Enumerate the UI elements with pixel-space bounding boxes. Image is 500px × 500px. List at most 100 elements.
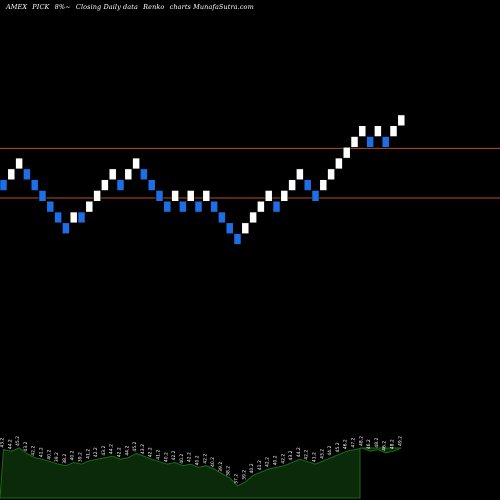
brick-value-label: 46.2 bbox=[382, 441, 388, 451]
renko-brick-down bbox=[116, 179, 125, 191]
renko-brick-up bbox=[186, 190, 195, 202]
renko-brick-up bbox=[241, 222, 250, 234]
brick-value-label: 44.2 bbox=[124, 446, 130, 456]
renko-brick-down bbox=[38, 190, 47, 202]
brick-value-label: 40.2 bbox=[70, 450, 76, 460]
renko-brick-down bbox=[311, 190, 320, 202]
brick-value-label: 42.2 bbox=[31, 446, 37, 456]
brick-value-label: 43.2 bbox=[101, 446, 107, 456]
renko-brick-up bbox=[69, 211, 78, 224]
brick-value-label: 43.2 bbox=[0, 437, 6, 447]
brick-value-label: 48.2 bbox=[390, 439, 396, 449]
brick-value-label: 41.2 bbox=[257, 460, 263, 470]
renko-brick-up bbox=[288, 179, 296, 191]
renko-bricks bbox=[0, 114, 406, 245]
renko-brick-up bbox=[389, 125, 398, 137]
renko-brick-up bbox=[249, 211, 257, 224]
renko-brick-down bbox=[194, 201, 203, 213]
renko-brick-down bbox=[218, 211, 226, 224]
renko-brick-up bbox=[132, 157, 140, 170]
brick-value-label: 44.2 bbox=[296, 447, 302, 457]
renko-brick-up bbox=[327, 168, 335, 180]
renko-brick-down bbox=[272, 201, 281, 213]
chart-title: AMEX PICK 8%~ Closing Daily data Renko c… bbox=[6, 3, 257, 11]
brick-value-label: 44.2 bbox=[7, 439, 13, 449]
brick-value-label: 43.2 bbox=[23, 441, 29, 451]
renko-brick-down bbox=[54, 211, 62, 224]
renko-brick-down bbox=[46, 201, 55, 213]
volume-area-path bbox=[0, 447, 402, 499]
reference-lines bbox=[0, 147, 500, 199]
title-type: Renko bbox=[143, 3, 165, 11]
renko-brick-up bbox=[257, 201, 265, 213]
renko-brick-up bbox=[171, 190, 179, 202]
renko-brick-up bbox=[374, 125, 382, 137]
renko-brick-up bbox=[335, 157, 343, 170]
renko-brick-up bbox=[350, 136, 359, 148]
brick-value-label: 37.2 bbox=[234, 474, 240, 484]
renko-brick-down bbox=[210, 201, 218, 213]
renko-brick-down bbox=[303, 179, 312, 191]
brick-value-label: 40.2 bbox=[195, 455, 201, 465]
renko-brick-down bbox=[140, 168, 148, 180]
renko-brick-up bbox=[397, 114, 406, 126]
renko-brick-up bbox=[202, 190, 211, 202]
brick-value-label: 40.2 bbox=[249, 463, 255, 473]
brick-value-label: 48.2 bbox=[358, 436, 364, 446]
brick-value-label: 44.2 bbox=[109, 444, 115, 454]
brick-value-label: 46.2 bbox=[343, 439, 349, 449]
brick-value-label: 47.2 bbox=[351, 437, 357, 447]
renko-brick-down bbox=[147, 179, 156, 191]
renko-brick-down bbox=[366, 136, 374, 148]
brick-value-label: 38.2 bbox=[62, 454, 68, 464]
brick-value-label: 49.2 bbox=[397, 436, 403, 446]
renko-brick-down bbox=[30, 179, 39, 191]
brick-value-label: 42.2 bbox=[171, 450, 177, 460]
brick-value-label: 42.2 bbox=[117, 447, 123, 457]
brick-value-label: 38.2 bbox=[226, 466, 232, 476]
brick-value-label: 42.2 bbox=[202, 454, 208, 464]
brick-value-label: 43.2 bbox=[140, 444, 146, 454]
brick-value-label: 45.2 bbox=[132, 441, 138, 451]
renko-brick-down bbox=[0, 179, 8, 191]
renko-brick-up bbox=[7, 168, 16, 180]
brick-value-label: 45.2 bbox=[15, 436, 21, 446]
brick-value-label: 43.2 bbox=[288, 450, 294, 460]
brick-value-label: 44.2 bbox=[327, 446, 333, 456]
brick-value-label: 42.2 bbox=[265, 457, 271, 467]
brick-value-label: 39.2 bbox=[218, 462, 224, 472]
title-source: charts MunafaSutra.com bbox=[169, 3, 254, 11]
renko-brick-up bbox=[93, 190, 101, 202]
brick-value-label: 42.2 bbox=[280, 454, 286, 464]
brick-value-label: 41.2 bbox=[156, 450, 162, 460]
renko-brick-down bbox=[163, 201, 172, 213]
title-data: Closing Daily data bbox=[75, 3, 138, 11]
brick-value-label: 48.2 bbox=[374, 437, 380, 447]
title-exchange: AMEX bbox=[6, 3, 28, 11]
brick-value-label: 41.2 bbox=[39, 447, 45, 457]
renko-brick-down bbox=[155, 190, 164, 202]
renko-brick-up bbox=[342, 147, 351, 159]
brick-value-label: 40.2 bbox=[273, 455, 279, 465]
brick-value-label: 42.2 bbox=[187, 452, 193, 462]
title-symbol: PICK bbox=[32, 3, 50, 11]
volume-area bbox=[0, 447, 402, 499]
brick-value-label: 42.2 bbox=[93, 447, 99, 457]
renko-brick-down bbox=[62, 222, 70, 234]
brick-value-label: 43.2 bbox=[319, 449, 325, 459]
renko-brick-up bbox=[264, 190, 273, 202]
brick-value-label: 39.2 bbox=[78, 452, 84, 462]
brick-value-label: 45.2 bbox=[335, 442, 341, 452]
renko-brick-up bbox=[108, 168, 117, 180]
brick-value-label: 42.2 bbox=[304, 450, 310, 460]
brick-value-label: 42.2 bbox=[148, 447, 154, 457]
renko-brick-down bbox=[233, 233, 242, 245]
renko-brick-up bbox=[358, 125, 367, 137]
renko-brick-down bbox=[77, 211, 86, 224]
brick-value-label: 40.2 bbox=[210, 457, 216, 467]
renko-brick-up bbox=[296, 168, 304, 180]
renko-brick-down bbox=[23, 168, 31, 180]
renko-brick-up bbox=[101, 179, 109, 191]
renko-brick-down bbox=[381, 136, 390, 148]
